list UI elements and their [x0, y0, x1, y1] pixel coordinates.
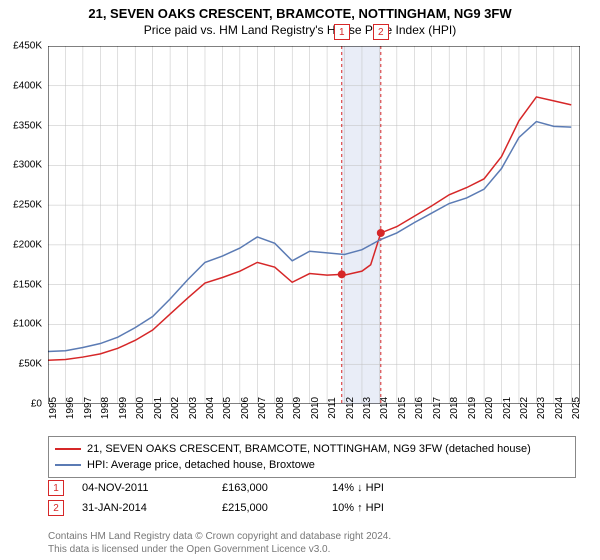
- x-tick-label: 1998: [100, 397, 111, 419]
- chart-area: £0£50K£100K£150K£200K£250K£300K£350K£400…: [48, 46, 580, 404]
- footer-line1: Contains HM Land Registry data © Crown c…: [48, 530, 391, 543]
- x-tick-label: 2005: [222, 397, 233, 419]
- x-tick-label: 2006: [240, 397, 251, 419]
- chart-container: 21, SEVEN OAKS CRESCENT, BRAMCOTE, NOTTI…: [0, 0, 600, 560]
- x-tick-label: 2018: [449, 397, 460, 419]
- x-tick-label: 2001: [153, 397, 164, 419]
- y-tick-label: £200K: [13, 239, 42, 250]
- y-tick-label: £400K: [13, 80, 42, 91]
- x-tick-label: 2010: [310, 397, 321, 419]
- chart-title: 21, SEVEN OAKS CRESCENT, BRAMCOTE, NOTTI…: [0, 0, 600, 21]
- x-tick-label: 2008: [275, 397, 286, 419]
- x-tick-label: 2013: [362, 397, 373, 419]
- sale-row: 2 31-JAN-2014£215,00010% ↑ HPI: [48, 500, 576, 516]
- x-tick-label: 1996: [65, 397, 76, 419]
- sale-row: 1 04-NOV-2011£163,00014% ↓ HPI: [48, 480, 576, 496]
- x-tick-label: 1999: [118, 397, 129, 419]
- footer: Contains HM Land Registry data © Crown c…: [48, 530, 391, 556]
- x-tick-label: 2021: [502, 397, 513, 419]
- x-tick-label: 2002: [170, 397, 181, 419]
- x-tick-label: 2024: [554, 397, 565, 419]
- chart-subtitle: Price paid vs. HM Land Registry's House …: [0, 21, 600, 37]
- legend-item: HPI: Average price, detached house, Brox…: [55, 457, 569, 473]
- y-tick-label: £250K: [13, 200, 42, 211]
- chart-svg: [48, 46, 580, 404]
- y-tick-label: £50K: [19, 359, 42, 370]
- x-tick-label: 1997: [83, 397, 94, 419]
- sale-diff: 14% ↓ HPI: [332, 482, 442, 494]
- x-tick-label: 2014: [379, 397, 390, 419]
- x-tick-label: 2019: [467, 397, 478, 419]
- sale-marker: 1: [48, 480, 64, 496]
- x-tick-label: 2009: [292, 397, 303, 419]
- y-tick-label: £450K: [13, 41, 42, 52]
- y-tick-label: £0: [31, 399, 42, 410]
- legend: 21, SEVEN OAKS CRESCENT, BRAMCOTE, NOTTI…: [48, 436, 576, 478]
- x-tick-label: 2025: [571, 397, 582, 419]
- x-tick-label: 2012: [345, 397, 356, 419]
- legend-label: 21, SEVEN OAKS CRESCENT, BRAMCOTE, NOTTI…: [87, 443, 531, 455]
- sale-diff: 10% ↑ HPI: [332, 502, 442, 514]
- x-tick-label: 2020: [484, 397, 495, 419]
- y-tick-label: £150K: [13, 279, 42, 290]
- x-tick-label: 2015: [397, 397, 408, 419]
- x-tick-label: 2004: [205, 397, 216, 419]
- sale-flag: 1: [334, 24, 350, 40]
- sale-date: 04-NOV-2011: [82, 482, 222, 494]
- x-tick-label: 2011: [327, 397, 338, 419]
- x-tick-label: 2017: [432, 397, 443, 419]
- footer-line2: This data is licensed under the Open Gov…: [48, 543, 391, 556]
- sale-flag: 2: [373, 24, 389, 40]
- sale-marker: 2: [48, 500, 64, 516]
- sale-price: £215,000: [222, 502, 332, 514]
- legend-item: 21, SEVEN OAKS CRESCENT, BRAMCOTE, NOTTI…: [55, 441, 569, 457]
- x-tick-label: 2022: [519, 397, 530, 419]
- sale-price: £163,000: [222, 482, 332, 494]
- sale-date: 31-JAN-2014: [82, 502, 222, 514]
- y-tick-label: £300K: [13, 160, 42, 171]
- x-tick-label: 2023: [536, 397, 547, 419]
- x-tick-label: 2016: [414, 397, 425, 419]
- y-tick-label: £100K: [13, 319, 42, 330]
- y-tick-label: £350K: [13, 120, 42, 131]
- legend-label: HPI: Average price, detached house, Brox…: [87, 459, 315, 471]
- legend-swatch: [55, 464, 81, 466]
- x-tick-label: 2000: [135, 397, 146, 419]
- x-tick-label: 2007: [257, 397, 268, 419]
- x-tick-label: 2003: [188, 397, 199, 419]
- x-tick-label: 1995: [48, 397, 59, 419]
- legend-swatch: [55, 448, 81, 450]
